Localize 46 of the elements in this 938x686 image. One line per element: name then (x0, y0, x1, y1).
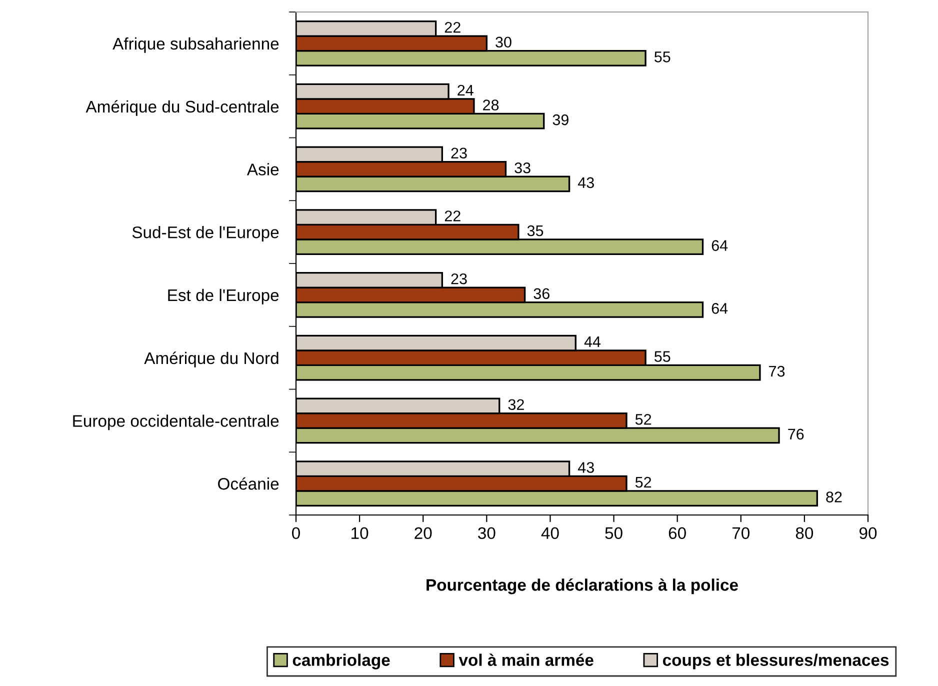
y-tick-label: Europe occidentale-centrale (73, 414, 279, 430)
x-tick-label: 70 (732, 527, 750, 540)
data-label: 33 (514, 162, 530, 174)
x-tick-label: 60 (668, 527, 686, 540)
y-tick-label: Afrique subsaharienne (112, 37, 279, 53)
x-tick-label: 80 (796, 527, 814, 540)
x-tick-label: 40 (541, 527, 559, 540)
data-label: 22 (444, 210, 460, 222)
data-label: 43 (578, 462, 594, 473)
data-label: 55 (654, 351, 670, 362)
data-label: 22 (444, 22, 460, 33)
data-label: 82 (826, 492, 842, 502)
y-tick-label: Amérique du Sud-centrale (86, 100, 279, 116)
legend-label: cambriolage (292, 654, 390, 670)
data-label: 23 (451, 148, 467, 159)
y-tick-label: Amérique du Nord (144, 352, 278, 368)
data-label: 52 (635, 414, 652, 425)
y-tick-label: Asie (246, 163, 279, 176)
x-tick-label: 50 (605, 527, 622, 540)
data-label: 44 (584, 336, 601, 347)
x-tick-label: 20 (414, 527, 432, 540)
data-label: 30 (496, 36, 512, 48)
x-tick-label: 90 (860, 527, 877, 540)
data-label: 36 (534, 288, 550, 300)
y-tick-label: Est de l'Europe (168, 288, 279, 304)
data-label: 23 (451, 273, 467, 284)
data-label: 76 (788, 428, 804, 440)
legend-label: vol à main armée (458, 654, 594, 666)
data-label: 73 (769, 366, 785, 377)
data-label: 43 (578, 177, 594, 188)
x-tick-label: 0 (292, 527, 300, 540)
x-tick-label: 10 (352, 527, 368, 540)
data-label: 55 (654, 52, 670, 62)
y-tick-label: Océanie (218, 477, 279, 490)
legend-label: coups et blessures/menaces (662, 654, 889, 670)
data-label: 24 (458, 84, 474, 96)
data-label: 52 (635, 476, 652, 488)
y-tick-label: Sud-Est de l'Europe (132, 226, 279, 242)
data-label: 28 (483, 100, 499, 110)
data-label: 64 (712, 302, 728, 314)
data-label: 32 (508, 399, 524, 410)
x-tick-label: 30 (478, 527, 496, 540)
x-axis-title: Pourcentage de déclarations à la police (426, 578, 738, 594)
data-label: 39 (552, 114, 568, 126)
data-label: 35 (527, 225, 544, 236)
data-label: 64 (712, 240, 728, 251)
